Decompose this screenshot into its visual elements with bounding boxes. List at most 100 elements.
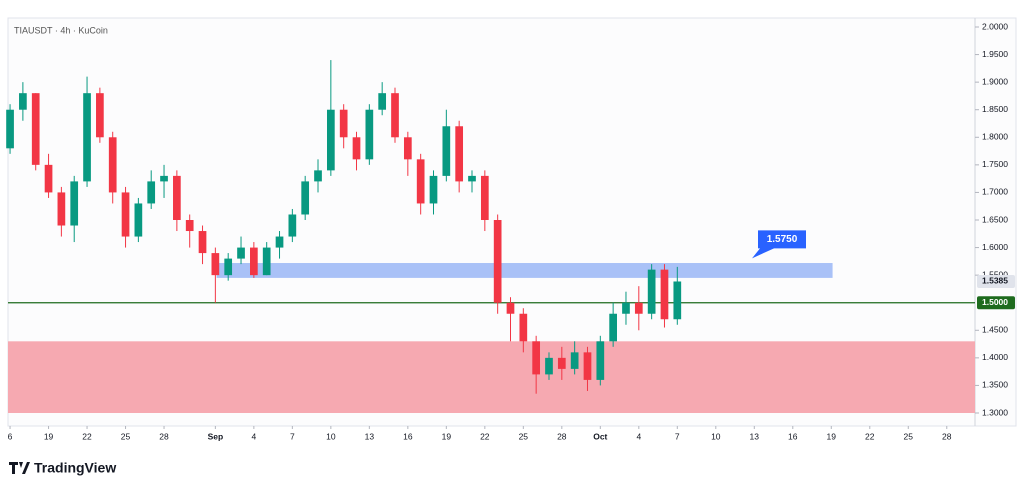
candle-body (583, 352, 592, 380)
x-tick-label: 28 (557, 431, 567, 441)
zone (8, 341, 975, 413)
x-tick-label: 28 (942, 431, 952, 441)
y-tick-label: 1.9000 (982, 76, 1008, 86)
candle-body (557, 357, 566, 369)
x-tick-label: 25 (904, 431, 914, 441)
callout-box (752, 230, 806, 259)
y-tick-label: 1.3000 (982, 407, 1008, 417)
x-tick-label: 4 (251, 431, 256, 441)
candle-body (480, 175, 489, 220)
candle-body (660, 269, 669, 320)
candle-body (326, 109, 335, 171)
candle-body (31, 93, 40, 165)
y-tick-label: 1.7000 (982, 187, 1008, 197)
y-tick-label: 2.0000 (982, 21, 1008, 31)
candle-body (391, 93, 399, 138)
x-tick-label: Oct (593, 431, 607, 441)
candle-body (314, 170, 322, 182)
x-tick-label: 22 (82, 431, 92, 441)
candle-body (121, 192, 130, 237)
y-tick-label: 1.8000 (982, 132, 1008, 142)
candle-body (6, 109, 14, 149)
x-tick-label: 7 (290, 431, 295, 441)
x-tick-label: 4 (636, 431, 641, 441)
candle-body (44, 164, 53, 193)
x-tick-label: 22 (865, 431, 875, 441)
x-tick-label: 10 (711, 431, 721, 441)
candle-body (545, 357, 553, 375)
candle-body (275, 236, 284, 248)
candle-body (250, 247, 258, 276)
candle-body (134, 203, 143, 237)
y-tick-label: 1.7500 (982, 159, 1008, 169)
candle-body (211, 253, 220, 276)
x-tick-label: 6 (8, 431, 13, 441)
x-tick-label: 22 (480, 431, 490, 441)
candle-body (609, 313, 617, 342)
y-tick-label: 1.4500 (982, 325, 1008, 335)
y-tick-label: 1.8500 (982, 104, 1008, 114)
candle-body (647, 269, 656, 314)
last-price-bg (977, 274, 1015, 288)
candle-body (455, 126, 464, 182)
candle-body (57, 192, 66, 226)
x-tick-label: 13 (750, 431, 760, 441)
x-tick-label: 13 (365, 431, 375, 441)
x-tick-label: 10 (326, 431, 336, 441)
candle-body (596, 341, 605, 380)
x-tick-label: 25 (121, 431, 131, 441)
x-tick-label: 19 (44, 431, 54, 441)
candle-body (96, 93, 104, 138)
candle-body (19, 93, 27, 110)
y-tick-label: 1.6500 (982, 214, 1008, 224)
candle-body (339, 109, 348, 138)
brand-name: TradingView (34, 460, 116, 476)
candle-body (173, 175, 181, 220)
candle-body (634, 302, 643, 314)
candle-body (532, 341, 541, 375)
y-tick-label: 1.4000 (982, 352, 1008, 362)
chart-title: TIAUSDT · 4h · KuCoin (14, 25, 108, 35)
y-tick-label: 1.9500 (982, 49, 1008, 59)
candle-body (570, 352, 579, 369)
candle-body (198, 231, 207, 254)
candle-body (237, 247, 245, 259)
candle-body (442, 126, 451, 176)
y-tick-label: 1.5500 (982, 269, 1008, 279)
callout-label: 1.5750 (767, 234, 798, 245)
x-tick-label: 16 (403, 431, 413, 441)
price-label: 1.5000 (982, 297, 1008, 307)
candle-body (365, 109, 374, 160)
x-tick-label: 19 (827, 431, 837, 441)
candle-body (378, 93, 387, 110)
candle-body (622, 302, 630, 314)
candle-body (673, 281, 682, 320)
candle-body (301, 181, 310, 215)
candle-body (468, 175, 476, 182)
y-tick-label: 1.6000 (982, 242, 1008, 252)
candle-body (185, 220, 194, 232)
candle-body (493, 220, 502, 303)
candle-body (416, 159, 425, 204)
x-tick-label: 16 (788, 431, 798, 441)
candle-body (83, 93, 91, 182)
candle-body (160, 175, 168, 182)
x-tick-label: 7 (675, 431, 680, 441)
candle-body (70, 181, 79, 226)
zone (216, 263, 833, 278)
candle-body (108, 137, 117, 193)
x-tick-label: Sep (208, 431, 224, 441)
candle-body (519, 313, 528, 342)
x-tick-label: 25 (519, 431, 529, 441)
last-price-label: 1.5385 (982, 276, 1008, 286)
candle-body (147, 181, 156, 204)
x-tick-label: 19 (442, 431, 452, 441)
brand-logo: TradingView (9, 460, 116, 476)
x-tick-label: 28 (159, 431, 169, 441)
candle-body (224, 258, 233, 276)
candle-body (288, 214, 297, 237)
candle-body (429, 175, 438, 204)
candle-body (403, 137, 412, 160)
